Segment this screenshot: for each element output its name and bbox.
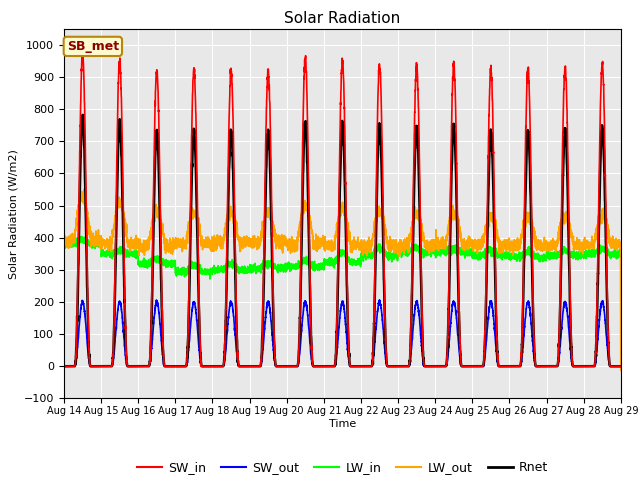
LW_out bbox=[60, 235, 68, 240]
Rnet bbox=[616, 363, 624, 369]
LW_in bbox=[77, 234, 85, 240]
Rnet bbox=[436, 363, 444, 369]
LW_out bbox=[499, 244, 507, 250]
Legend: SW_in, SW_out, LW_in, LW_out, Rnet: SW_in, SW_out, LW_in, LW_out, Rnet bbox=[132, 456, 553, 480]
SW_out bbox=[60, 363, 68, 369]
LW_out bbox=[161, 235, 168, 241]
LW_out bbox=[467, 243, 475, 249]
LW_in bbox=[60, 240, 68, 246]
Title: Solar Radiation: Solar Radiation bbox=[284, 11, 401, 26]
Line: Rnet: Rnet bbox=[64, 115, 621, 366]
SW_in bbox=[79, 50, 86, 56]
SW_in bbox=[467, 363, 475, 369]
SW_in bbox=[617, 363, 625, 369]
LW_out bbox=[436, 243, 444, 249]
SW_in bbox=[499, 363, 507, 369]
SW_out bbox=[499, 363, 507, 369]
LW_in bbox=[467, 251, 475, 256]
LW_out bbox=[80, 186, 88, 192]
Rnet bbox=[617, 363, 625, 369]
Rnet bbox=[79, 112, 86, 118]
SW_out bbox=[376, 297, 383, 303]
SW_out bbox=[616, 363, 624, 369]
SW_in bbox=[322, 363, 330, 369]
SW_out bbox=[467, 363, 475, 369]
Rnet bbox=[499, 363, 507, 369]
LW_in bbox=[499, 252, 507, 258]
X-axis label: Time: Time bbox=[329, 419, 356, 429]
SW_in bbox=[436, 363, 444, 369]
SW_out bbox=[160, 362, 168, 368]
SW_out bbox=[436, 363, 444, 369]
LW_in bbox=[436, 249, 444, 255]
Text: SB_met: SB_met bbox=[67, 40, 119, 53]
LW_in bbox=[616, 247, 624, 252]
LW_out bbox=[322, 240, 330, 246]
LW_out bbox=[617, 368, 625, 373]
SW_in bbox=[60, 363, 68, 369]
LW_in bbox=[161, 262, 168, 268]
Rnet bbox=[161, 362, 168, 368]
Line: LW_out: LW_out bbox=[64, 189, 621, 371]
LW_in bbox=[617, 362, 625, 368]
SW_in bbox=[161, 361, 168, 367]
Rnet bbox=[322, 363, 330, 369]
Y-axis label: Solar Radiation (W/m2): Solar Radiation (W/m2) bbox=[8, 149, 19, 278]
LW_in bbox=[322, 259, 330, 264]
Rnet bbox=[467, 363, 475, 369]
SW_out bbox=[617, 363, 625, 369]
Line: SW_in: SW_in bbox=[64, 53, 621, 366]
Line: LW_in: LW_in bbox=[64, 237, 621, 365]
Line: SW_out: SW_out bbox=[64, 300, 621, 366]
LW_out bbox=[616, 240, 624, 246]
SW_in bbox=[616, 363, 624, 369]
Rnet bbox=[60, 363, 68, 369]
SW_out bbox=[322, 363, 330, 369]
